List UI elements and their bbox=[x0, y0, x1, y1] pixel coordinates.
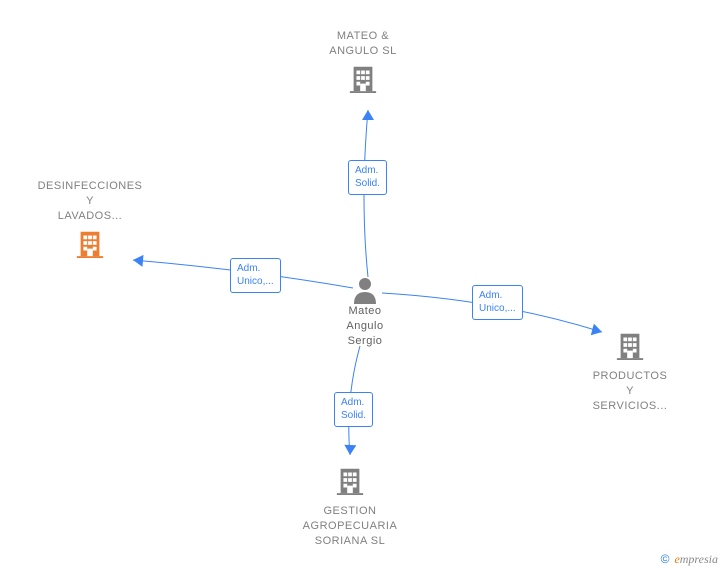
center-person-node: Mateo Angulo Sergio bbox=[325, 276, 405, 349]
building-icon bbox=[348, 63, 378, 93]
edge-label-to_top: Adm. Solid. bbox=[348, 160, 387, 195]
edge-label-to_left: Adm. Unico,... bbox=[230, 258, 281, 293]
company-node-bottom: GESTION AGROPECUARIA SORIANA SL bbox=[280, 465, 420, 549]
company-node-right: PRODUCTOS Y SERVICIOS... bbox=[560, 330, 700, 414]
building-icon bbox=[75, 228, 105, 258]
watermark-rest: mpresia bbox=[680, 552, 718, 566]
building-icon bbox=[335, 465, 365, 495]
company-label: MATEO & ANGULO SL bbox=[293, 29, 433, 59]
company-label: DESINFECCIONES Y LAVADOS... bbox=[20, 179, 160, 224]
copyright-symbol: © bbox=[661, 552, 670, 566]
company-label: PRODUCTOS Y SERVICIOS... bbox=[560, 369, 700, 414]
watermark: © empresia bbox=[661, 552, 718, 567]
person-icon bbox=[325, 276, 405, 304]
edge-label-to_right: Adm. Unico,... bbox=[472, 285, 523, 320]
building-icon bbox=[615, 330, 645, 360]
company-node-top: MATEO & ANGULO SL bbox=[293, 29, 433, 98]
company-node-left: DESINFECCIONES Y LAVADOS... bbox=[20, 179, 160, 263]
company-label: GESTION AGROPECUARIA SORIANA SL bbox=[280, 504, 420, 549]
edge-label-to_bottom: Adm. Solid. bbox=[334, 392, 373, 427]
center-label: Mateo Angulo Sergio bbox=[325, 304, 405, 349]
